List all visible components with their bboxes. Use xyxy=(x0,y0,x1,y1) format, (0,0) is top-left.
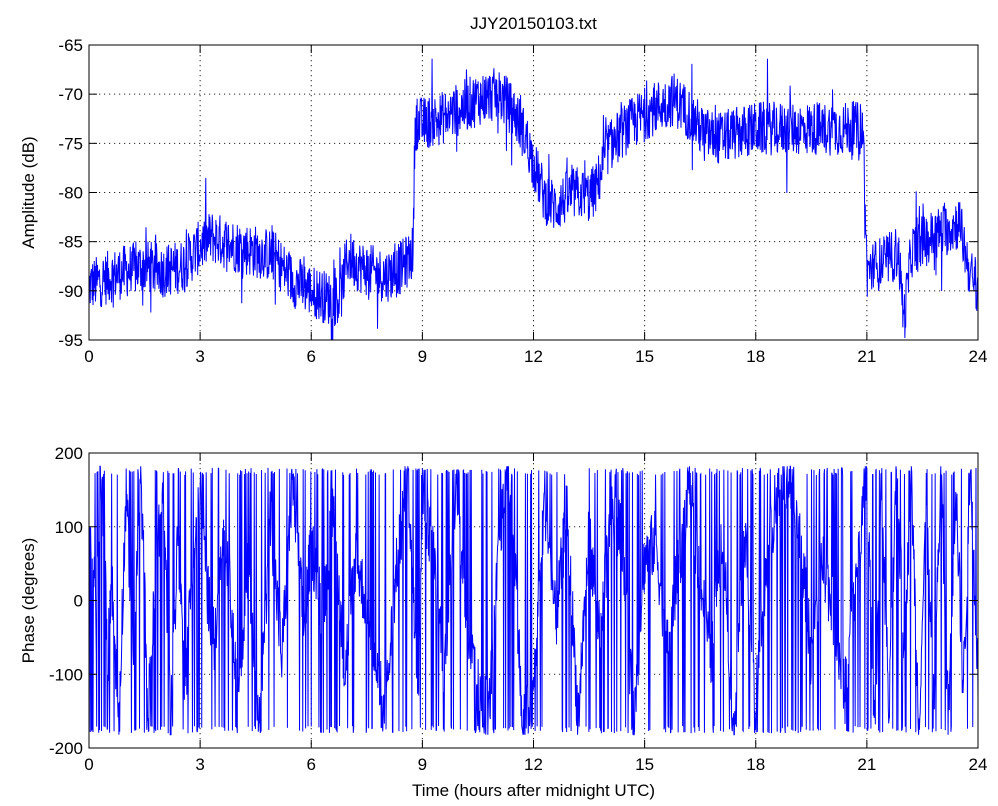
x-tick-label: 0 xyxy=(84,347,93,366)
y-axis-label: Amplitude (dB) xyxy=(19,136,38,248)
x-tick-label: 24 xyxy=(969,755,988,774)
x-tick-label: 21 xyxy=(857,347,876,366)
x-tick-label: 6 xyxy=(307,347,316,366)
x-tick-label: 9 xyxy=(418,755,427,774)
x-tick-label: 18 xyxy=(746,755,765,774)
phase-panel: 0 3 6 9 12 15 18 21 24 -200 -100 0 100 200 Time (hours… xyxy=(19,444,987,800)
x-tick-label: 15 xyxy=(635,347,654,366)
y-tick-label: -100 xyxy=(49,665,83,684)
y-tick-label: -80 xyxy=(58,184,83,203)
y-tick-label: -200 xyxy=(49,739,83,758)
x-tick-label: 21 xyxy=(857,755,876,774)
y-axis-label: Phase (degrees) xyxy=(19,538,38,664)
y-tick-label: -85 xyxy=(58,233,83,252)
amplitude-panel: 0 3 6 9 12 15 18 21 24 -95 -90 -85 -80 -75 -70 -65 JJY20… xyxy=(19,14,987,366)
x-tick-label: 3 xyxy=(195,755,204,774)
y-tick-label: -75 xyxy=(58,134,83,153)
y-tick-label: -95 xyxy=(58,331,83,350)
y-tick-label: -90 xyxy=(58,282,83,301)
x-axis-label: Time (hours after midnight UTC) xyxy=(412,781,655,800)
chart-title: JJY20150103.txt xyxy=(470,14,597,33)
x-tick-label: 9 xyxy=(418,347,427,366)
y-tick-label: 200 xyxy=(55,444,83,463)
x-tick-label: 12 xyxy=(524,347,543,366)
y-tick-label: 0 xyxy=(74,592,83,611)
amplitude-series-line xyxy=(89,58,978,340)
x-tick-label: 0 xyxy=(84,755,93,774)
phase-series-line xyxy=(89,465,978,736)
y-tick-label: -65 xyxy=(58,36,83,55)
y-tick-label: 100 xyxy=(55,518,83,537)
x-tick-label: 12 xyxy=(524,755,543,774)
x-tick-label: 18 xyxy=(746,347,765,366)
y-tick-label: -70 xyxy=(58,85,83,104)
x-tick-label: 15 xyxy=(635,755,654,774)
x-tick-label: 6 xyxy=(307,755,316,774)
x-tick-label: 3 xyxy=(195,347,204,366)
x-tick-label: 24 xyxy=(969,347,988,366)
